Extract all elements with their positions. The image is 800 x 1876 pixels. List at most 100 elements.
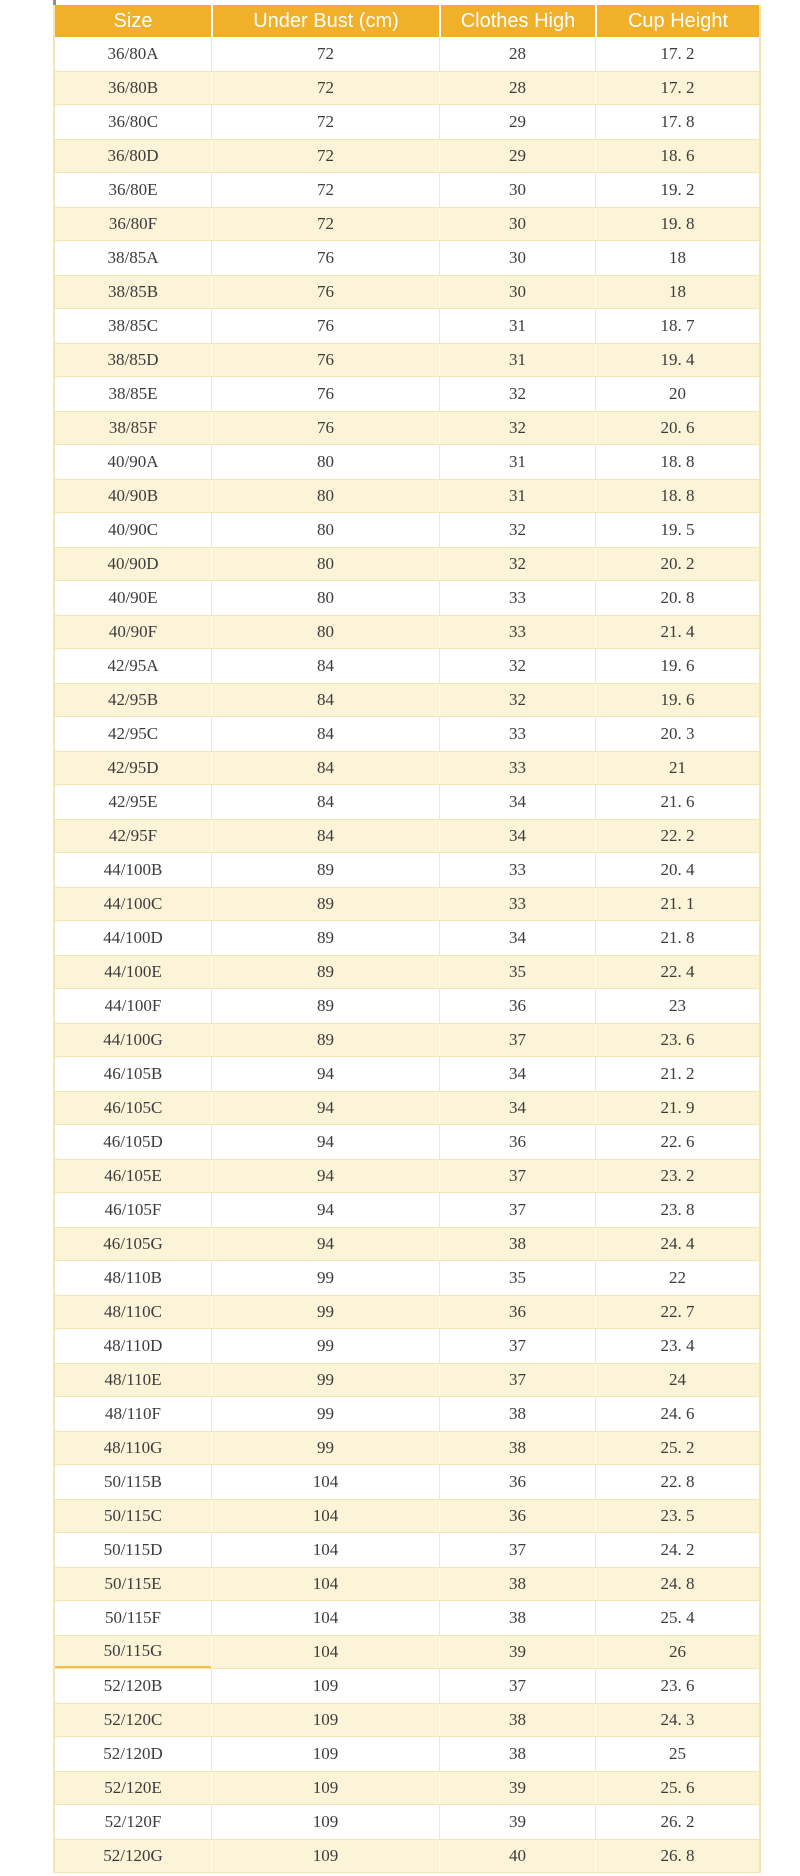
under-bust-cell: 99 (211, 1261, 439, 1295)
size-cell: 44/100F (104, 996, 162, 1015)
cup-height-cell: 25. 2 (595, 1432, 759, 1464)
under-bust-cell: 104 (211, 1601, 439, 1635)
under-bust-cell: 89 (211, 956, 439, 988)
size-cell: 46/105D (103, 1132, 163, 1151)
under-bust-cell: 109 (211, 1805, 439, 1839)
size-cell: 42/95F (108, 826, 158, 845)
under-bust-cell: 80 (211, 480, 439, 512)
table-row: 38/85B 76 30 18 (55, 275, 759, 309)
table-row: 38/85C 76 31 18. 7 (55, 309, 759, 343)
clothes-high-cell: 28 (439, 37, 595, 71)
cup-height-cell: 18. 8 (595, 480, 759, 512)
table-row: 48/110G 99 38 25. 2 (55, 1431, 759, 1465)
cup-height-cell: 23. 6 (595, 1669, 759, 1703)
cup-height-cell: 23 (595, 989, 759, 1023)
clothes-high-cell: 35 (439, 1261, 595, 1295)
table-row: 42/95A 84 32 19. 6 (55, 649, 759, 683)
clothes-high-cell: 33 (439, 888, 595, 920)
table-row: 42/95E 84 34 21. 6 (55, 785, 759, 819)
size-cell: 40/90C (107, 520, 159, 539)
table-row: 50/115F 104 38 25. 4 (55, 1601, 759, 1635)
clothes-high-cell: 28 (439, 72, 595, 104)
table-row: 38/85F 76 32 20. 6 (55, 411, 759, 445)
clothes-high-cell: 33 (439, 752, 595, 784)
size-cell: 36/80B (107, 78, 159, 97)
cup-height-cell: 21. 8 (595, 921, 759, 955)
under-bust-cell: 80 (211, 616, 439, 648)
size-cell: 50/115D (103, 1540, 163, 1559)
table-row: 42/95D 84 33 21 (55, 751, 759, 785)
size-cell: 38/85C (107, 316, 159, 335)
table-row: 48/110E 99 37 24 (55, 1363, 759, 1397)
table-row: 50/115G 104 39 26 (55, 1635, 759, 1669)
table-row: 42/95F 84 34 22. 2 (55, 819, 759, 853)
size-cell: 38/85B (107, 282, 159, 301)
cup-height-cell: 21. 1 (595, 888, 759, 920)
clothes-high-cell: 31 (439, 344, 595, 376)
clothes-high-cell: 39 (439, 1805, 595, 1839)
table-row: 38/85D 76 31 19. 4 (55, 343, 759, 377)
under-bust-cell: 76 (211, 241, 439, 275)
table-row: 44/100C 89 33 21. 1 (55, 887, 759, 921)
cup-height-cell: 23. 2 (595, 1160, 759, 1192)
cup-height-cell: 21. 6 (595, 785, 759, 819)
clothes-high-cell: 33 (439, 581, 595, 615)
size-cell: 48/110C (104, 1302, 162, 1321)
cup-height-cell: 21. 9 (595, 1092, 759, 1124)
table-row: 48/110F 99 38 24. 6 (55, 1397, 759, 1431)
size-cell: 36/80A (107, 44, 159, 63)
table-body: 36/80A 72 28 17. 2 36/80B 72 28 17. 2 36/80C 72 29… (55, 37, 759, 1873)
under-bust-cell: 72 (211, 208, 439, 240)
clothes-high-cell: 31 (439, 309, 595, 343)
cup-height-cell: 20. 6 (595, 412, 759, 444)
under-bust-cell: 72 (211, 37, 439, 71)
under-bust-cell: 104 (211, 1465, 439, 1499)
size-cell: 50/115F (104, 1608, 162, 1627)
clothes-high-cell: 40 (439, 1840, 595, 1872)
clothes-high-cell: 33 (439, 717, 595, 751)
clothes-high-cell: 37 (439, 1669, 595, 1703)
table-row: 46/105F 94 37 23. 8 (55, 1193, 759, 1227)
under-bust-cell: 72 (211, 72, 439, 104)
cup-height-cell: 17. 8 (595, 105, 759, 139)
table-row: 38/85E 76 32 20 (55, 377, 759, 411)
clothes-high-cell: 38 (439, 1228, 595, 1260)
under-bust-cell: 89 (211, 921, 439, 955)
under-bust-cell: 94 (211, 1228, 439, 1260)
size-cell: 52/120E (104, 1778, 162, 1797)
size-cell: 52/120B (103, 1676, 163, 1695)
table-row: 52/120D 109 38 25 (55, 1737, 759, 1771)
clothes-high-cell: 32 (439, 513, 595, 547)
cup-height-cell: 19. 2 (595, 173, 759, 207)
clothes-high-cell: 37 (439, 1329, 595, 1363)
size-cell: 38/85F (108, 418, 158, 437)
under-bust-cell: 99 (211, 1329, 439, 1363)
cup-height-cell: 23. 6 (595, 1024, 759, 1056)
size-cell: 42/95B (107, 690, 159, 709)
size-cell: 50/115G (55, 1636, 211, 1668)
under-bust-cell: 94 (211, 1160, 439, 1192)
table-row: 44/100G 89 37 23. 6 (55, 1023, 759, 1057)
table-row: 44/100B 89 33 20. 4 (55, 853, 759, 887)
cup-height-cell: 19. 6 (595, 684, 759, 716)
cup-height-cell: 24 (595, 1364, 759, 1396)
cup-height-cell: 24. 8 (595, 1568, 759, 1600)
under-bust-cell: 84 (211, 717, 439, 751)
size-cell: 42/95C (107, 724, 159, 743)
size-cell: 46/105E (104, 1166, 162, 1185)
clothes-high-cell: 29 (439, 105, 595, 139)
under-bust-cell: 104 (211, 1500, 439, 1532)
size-cell: 52/120C (103, 1710, 163, 1729)
under-bust-cell: 89 (211, 989, 439, 1023)
under-bust-cell: 99 (211, 1397, 439, 1431)
size-cell: 48/110F (104, 1404, 162, 1423)
size-cell: 46/105G (103, 1234, 163, 1253)
cup-height-cell: 19. 6 (595, 649, 759, 683)
size-cell: 38/85A (107, 248, 159, 267)
size-cell: 50/115B (104, 1472, 162, 1491)
under-bust-cell: 72 (211, 173, 439, 207)
clothes-high-cell: 32 (439, 684, 595, 716)
under-bust-cell: 89 (211, 1024, 439, 1056)
cup-height-cell: 21. 2 (595, 1057, 759, 1091)
size-cell: 44/100D (103, 928, 163, 947)
